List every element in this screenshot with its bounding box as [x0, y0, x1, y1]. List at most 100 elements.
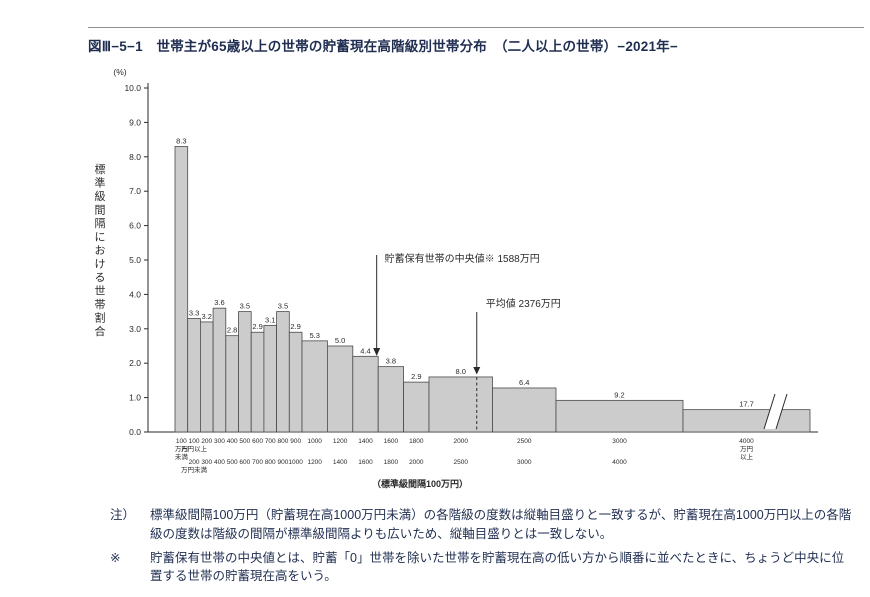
bar	[403, 381, 430, 433]
bar	[199, 321, 214, 433]
median-label: 貯蓄保有世帯の中央値※ 1588万円	[385, 252, 540, 265]
x-tick-label: 2000	[409, 459, 424, 466]
y-axis-title-char: 隔	[95, 217, 106, 230]
y-tick-label: 2.0	[129, 358, 141, 368]
y-axis-title-char: 世	[95, 285, 106, 298]
y-tick-label: 4.0	[129, 289, 141, 299]
x-tick-label: 800	[278, 438, 289, 445]
note-methodology: 注） 標準級間隔100万円（貯蓄現在高1000万円未満）の各階級の度数は縦軸目盛り…	[110, 506, 852, 544]
y-tick-label: 6.0	[129, 221, 141, 231]
y-tick-label: 1.0	[129, 393, 141, 403]
bar-value-label: 5.0	[335, 336, 345, 345]
x-tick-label: 300	[214, 438, 225, 445]
bar-value-label: 3.8	[386, 357, 396, 366]
bar	[212, 307, 227, 433]
x-tick-label: 900	[278, 459, 289, 466]
notes: 注） 標準級間隔100万円（貯蓄現在高1000万円未満）の各階級の度数は縦軸目盛り…	[110, 506, 852, 591]
x-tick-label: 1400	[333, 459, 348, 466]
x-tick-label: 400	[227, 438, 238, 445]
x-tick-label: 2500	[517, 438, 532, 445]
x-tick-label: 万円未満	[181, 465, 208, 474]
bar	[238, 311, 252, 433]
mean-label: 平均値 2376万円	[486, 297, 561, 310]
bar-value-label: 4.4	[360, 346, 370, 355]
x-tick-label: 4000	[739, 438, 754, 445]
bar-value-label: 2.9	[411, 372, 421, 381]
bar	[428, 376, 493, 433]
bar	[555, 399, 684, 433]
y-tick-label: 7.0	[129, 186, 141, 196]
x-tick-label: 1000	[288, 459, 303, 466]
x-tick-label: 100	[189, 438, 200, 445]
x-tick-label: 500	[227, 459, 238, 466]
y-tick-label: 0.0	[129, 427, 141, 437]
bar-value-label: 3.5	[278, 302, 288, 311]
x-tick-label: 未満	[175, 452, 189, 461]
bar	[174, 146, 189, 433]
bar-value-label: 8.0	[456, 367, 466, 376]
note-median-prefix: ※	[110, 550, 121, 565]
bar	[263, 324, 277, 433]
figure-title: 図Ⅲ−5−1 世帯主が65歳以上の世帯の貯蓄現在高階級別世帯分布 （二人以上の世…	[88, 27, 864, 55]
bar	[288, 331, 303, 433]
x-axis-title: （標準級間隔100万円）	[372, 478, 468, 489]
x-tick-label: 500	[239, 438, 250, 445]
y-axis-title-char: 級	[95, 190, 106, 203]
bar	[352, 355, 379, 433]
bar-value-label: 2.9	[252, 322, 262, 331]
y-unit-label: (%)	[113, 67, 126, 77]
x-tick-label: 200	[189, 459, 200, 466]
x-tick-label: 1200	[333, 438, 348, 445]
x-tick-label: 900	[290, 438, 301, 445]
note-median-text: 貯蓄保有世帯の中央値とは、貯蓄「0」世帯を除いた世帯を貯蓄現在高の低い方から順番…	[150, 550, 845, 584]
bar-value-label: 9.2	[614, 390, 624, 399]
bar	[250, 331, 265, 433]
bar	[326, 345, 354, 433]
savings-distribution-chart: 0.0 1.0 2.0 3.0 4.0 5.0 6.0 7.0 8.0 9.0 10.0 (%) 標準級…	[95, 67, 818, 489]
x-tick-label: 800	[265, 459, 276, 466]
bar	[225, 335, 239, 433]
bar	[682, 409, 811, 433]
bar	[377, 366, 405, 433]
x-tick-label: 1400	[358, 438, 373, 445]
x-tick-label: 700	[265, 438, 276, 445]
x-tick-label: 2500	[454, 459, 469, 466]
bar	[301, 340, 328, 433]
bar	[276, 311, 290, 433]
y-axis-title-char: お	[95, 244, 106, 257]
y-axis-title-char: け	[95, 258, 106, 271]
x-tick-label: 万円	[175, 445, 188, 453]
note-median-definition: ※ 貯蓄保有世帯の中央値とは、貯蓄「0」世帯を除いた世帯を貯蓄現在高の低い方から順…	[110, 549, 852, 587]
bar-value-label: 5.3	[309, 331, 319, 340]
y-axis-title-char: 準	[95, 176, 106, 190]
y-tick-label: 5.0	[129, 255, 141, 265]
bar-value-label: 2.9	[290, 322, 300, 331]
mean-arrowhead	[473, 367, 481, 375]
bar-value-label: 3.1	[265, 315, 275, 324]
bar-value-label: 6.4	[519, 378, 529, 387]
x-tick-label: 600	[239, 459, 250, 466]
x-tick-label: 1600	[384, 438, 399, 445]
bar	[187, 318, 201, 433]
x-tick-label: 以上	[740, 452, 754, 461]
bar	[492, 387, 557, 433]
x-tick-label: 1200	[307, 459, 322, 466]
y-axis-title-char: 帯	[95, 298, 106, 311]
y-axis-title-char: に	[95, 232, 106, 244]
bar-value-label: 3.6	[214, 298, 224, 307]
bar-value-label: 2.8	[227, 326, 237, 335]
bar-value-label: 3.5	[240, 302, 250, 311]
x-tick-label: 300	[201, 459, 212, 466]
x-tick-label: 万円	[740, 445, 753, 453]
x-tick-label: 4000	[612, 459, 627, 466]
bar-break-mask	[764, 394, 787, 429]
y-axis-title-char: 標	[95, 162, 106, 176]
x-tick-label: 3000	[517, 459, 532, 466]
x-tick-label: 700	[252, 459, 263, 466]
x-tick-label: 3000	[612, 438, 627, 445]
bar-break-line	[763, 393, 776, 430]
note-methodology-prefix: 注）	[110, 508, 136, 522]
x-tick-label: 1800	[384, 459, 399, 466]
x-tick-label: 1600	[358, 459, 373, 466]
